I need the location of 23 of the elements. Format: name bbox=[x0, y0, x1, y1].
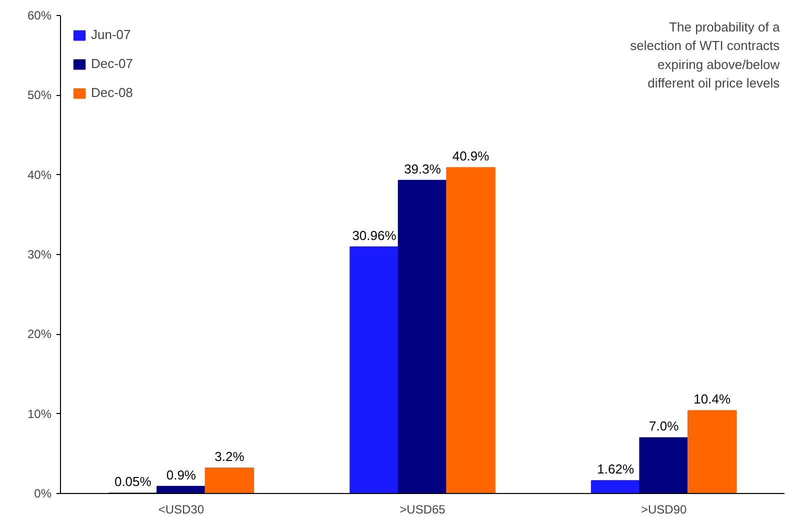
y-tick-label: 30% bbox=[27, 248, 52, 262]
data-label: 30.96% bbox=[352, 228, 397, 243]
x-tick-label: <USD30 bbox=[158, 502, 204, 516]
data-label: 10.4% bbox=[694, 392, 731, 407]
y-tick-label: 60% bbox=[27, 8, 52, 22]
legend-label: Dec-07 bbox=[91, 56, 133, 71]
data-label: 0.05% bbox=[114, 474, 152, 490]
y-tick-label: 40% bbox=[27, 168, 52, 182]
data-label: 0.9% bbox=[166, 467, 196, 482]
y-tick-label: 20% bbox=[27, 327, 52, 342]
data-label: 7.0% bbox=[649, 418, 680, 434]
x-tick-label: >USD65 bbox=[400, 502, 446, 516]
legend-label: Jun-07 bbox=[91, 27, 131, 42]
legend-label: Dec-08 bbox=[91, 85, 133, 100]
data-label: 3.2% bbox=[214, 449, 245, 464]
x-tick-label: >USD90 bbox=[640, 502, 688, 516]
annotation: The probability of a selection of WTI contracts expiring above/below different oil price levels bbox=[630, 19, 780, 91]
y-tick-label: 50% bbox=[27, 88, 52, 102]
y-tick-label: 10% bbox=[27, 406, 52, 421]
y-tick-label: 0% bbox=[34, 486, 52, 500]
data-label: 1.62% bbox=[597, 462, 634, 477]
data-label: 40.9% bbox=[452, 148, 490, 164]
data-label: 39.3% bbox=[404, 161, 442, 176]
